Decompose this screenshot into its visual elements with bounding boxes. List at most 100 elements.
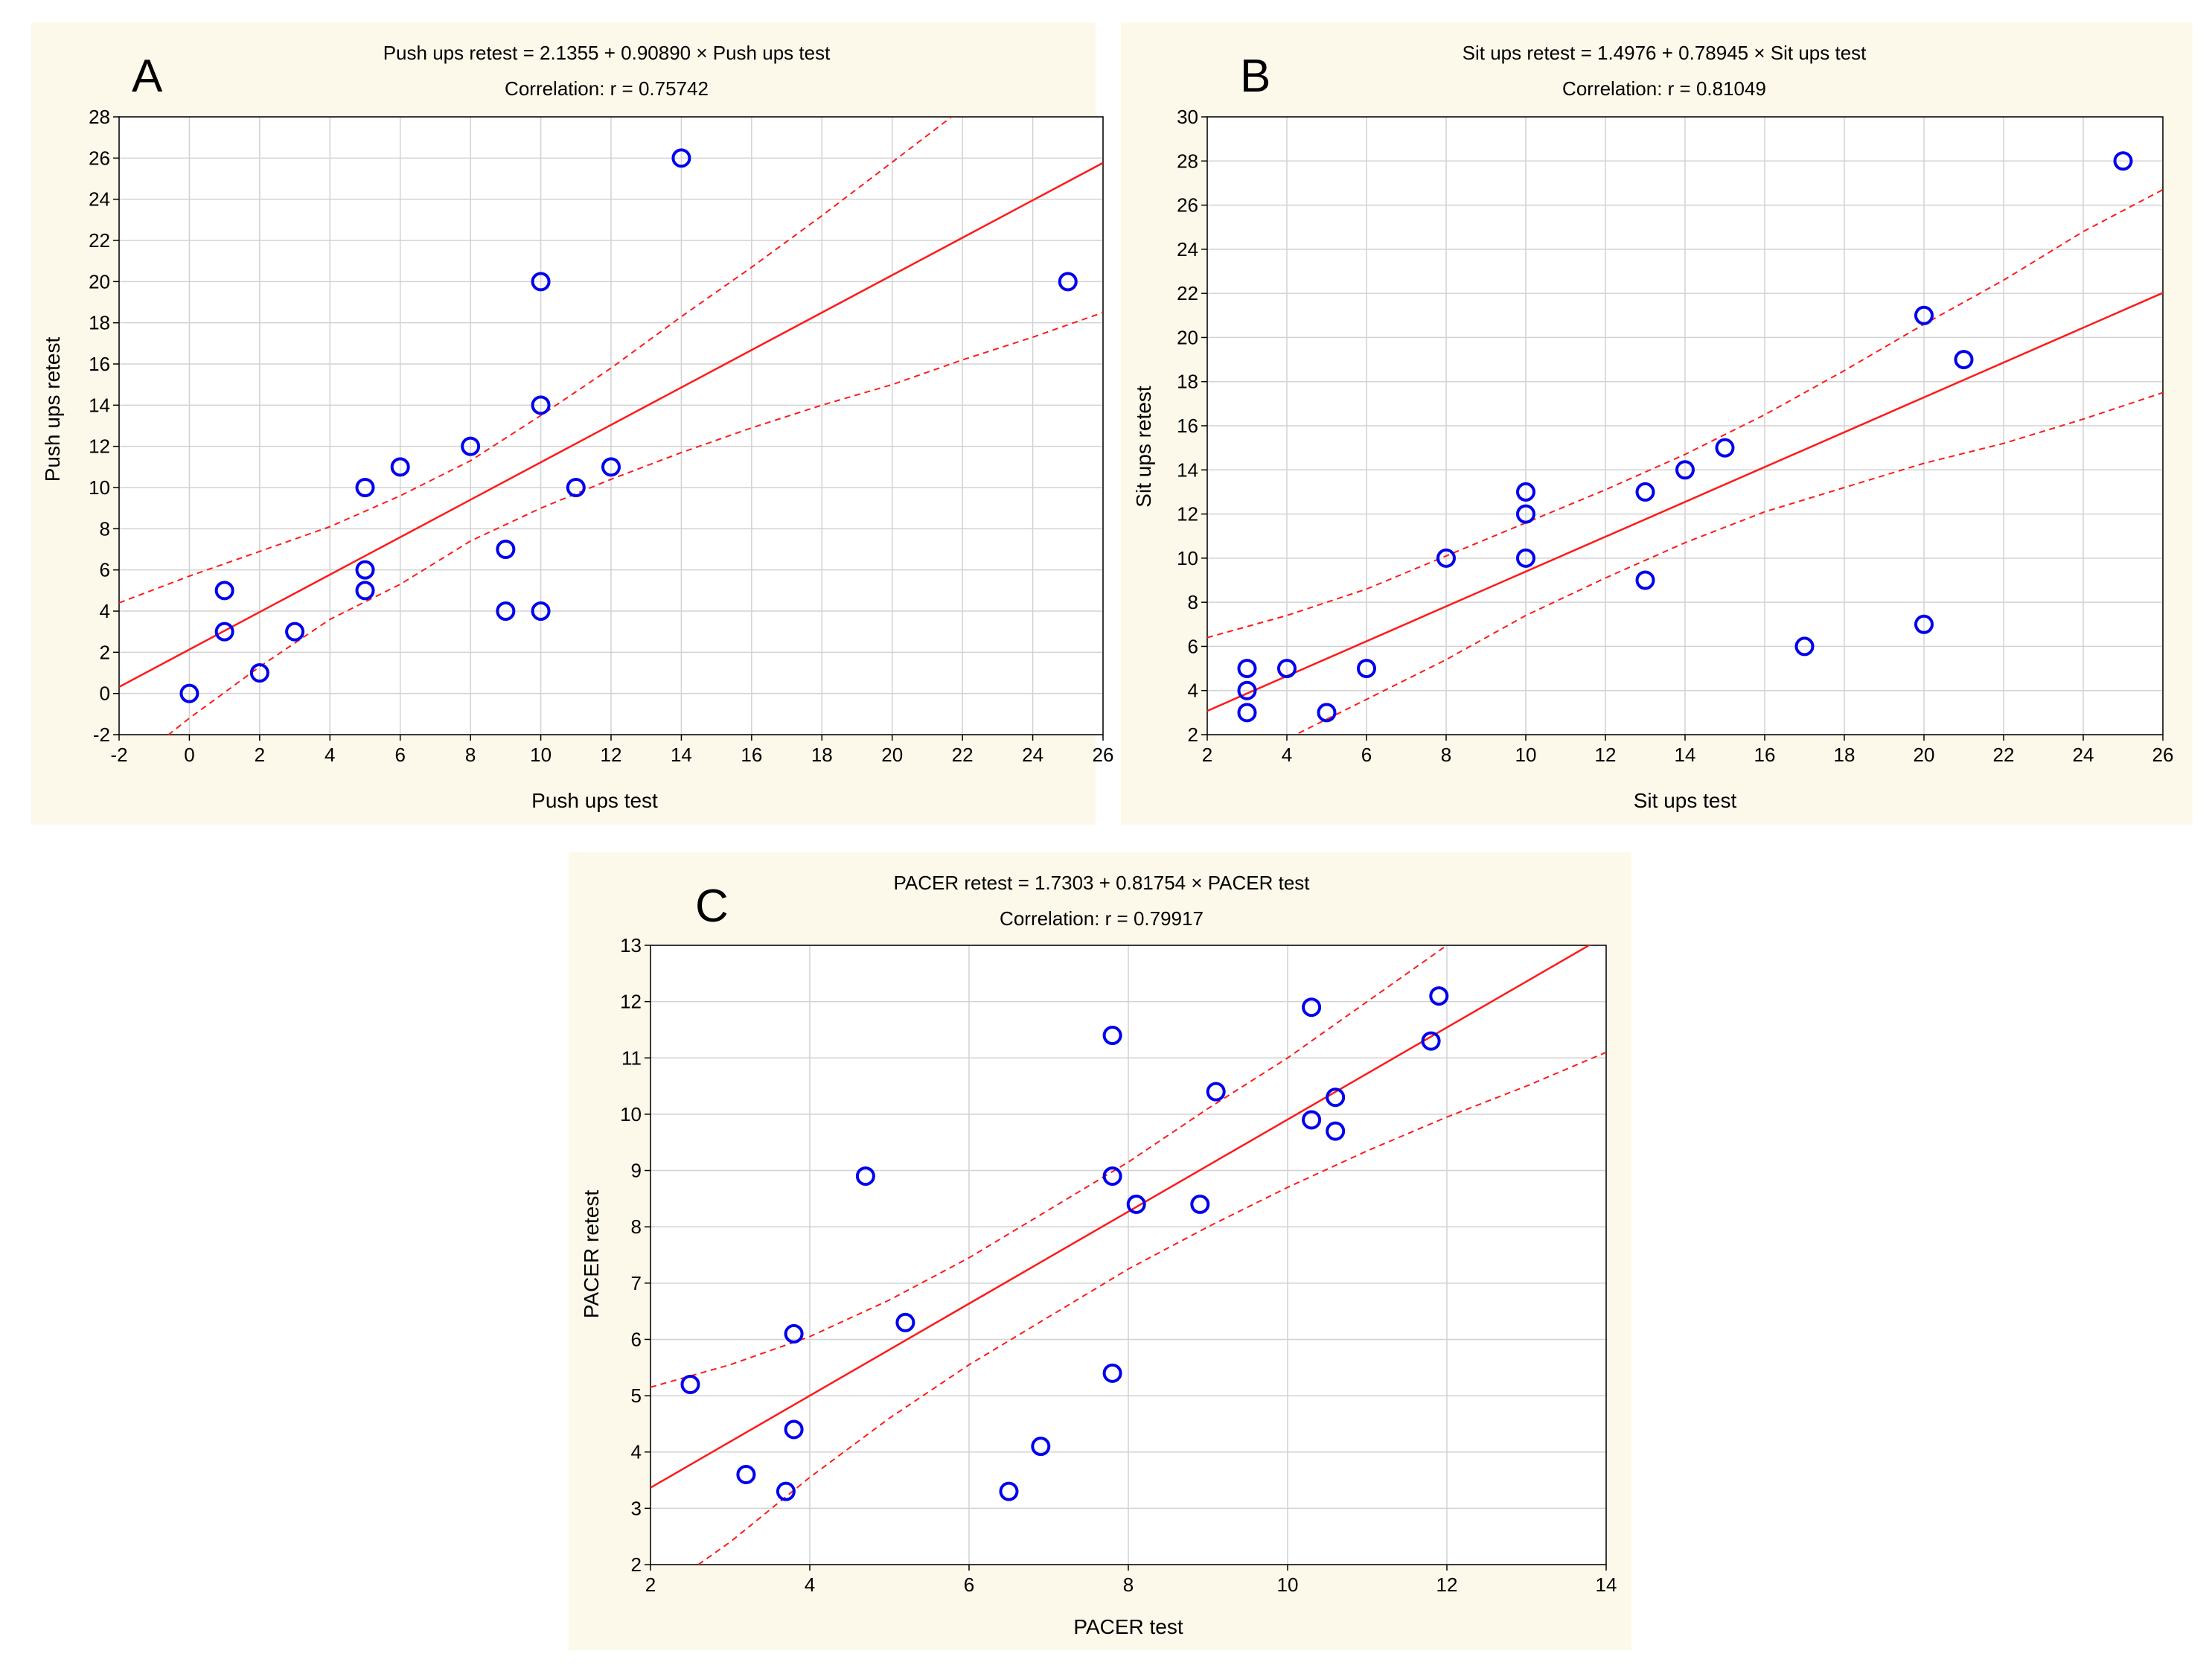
x-tick-label: 0 [184,744,194,766]
chart-subtitle-a: Correlation: r = 0.75742 [505,77,709,100]
y-tick-label: 18 [1177,371,1198,393]
data-point [2113,151,2133,171]
chart-subtitle-c: Correlation: r = 0.79917 [1000,907,1204,930]
data-point [1715,438,1735,458]
y-tick-label: 26 [1177,194,1198,217]
confidence-band-lower [167,311,1103,735]
x-tick-label: 18 [811,744,833,766]
data-point [1516,482,1535,502]
y-tick-label: 11 [621,1047,642,1069]
x-tick-label: 2 [255,744,265,766]
x-tick-label: 24 [2073,744,2094,766]
y-tick-label: 28 [1177,150,1198,172]
regression-line [1207,292,2163,712]
data-point [496,540,516,559]
x-tick-label: 14 [1596,1574,1617,1596]
data-point [855,1166,875,1186]
y-tick-label: 12 [620,991,642,1013]
data-point [999,1481,1019,1501]
y-tick-label: 20 [1177,326,1198,348]
data-point [249,663,269,683]
data-point [1421,1031,1441,1051]
data-point [531,272,551,292]
plot-frame [650,945,1607,1565]
regression-line [119,162,1103,688]
data-point [1914,305,1934,325]
y-tick-label: 10 [89,476,110,499]
confidence-band-upper [1207,188,2163,639]
y-axis-label-b: Sit ups retest [1132,386,1155,508]
y-tick-label: 6 [1188,635,1198,657]
panel-label-a: A [132,51,163,102]
data-point [531,601,551,621]
y-tick-label: 26 [89,147,110,169]
x-tick-label: 10 [530,744,552,766]
data-point [1277,659,1297,679]
chart-subtitle-b: Correlation: r = 0.81049 [1562,77,1766,100]
x-tick-label: 4 [325,744,335,766]
data-point [1635,570,1655,590]
chart-panel-c: C PACER retest = 1.7303 + 0.81754 × PACE… [569,852,1631,1650]
y-axis-label-a: Push ups retest [41,337,64,482]
x-tick-label: 14 [671,744,692,766]
data-point [895,1312,915,1332]
x-tick-label: 4 [805,1574,815,1596]
y-tick-label: 20 [89,270,110,293]
y-tick-label: 14 [1177,459,1198,481]
data-point [1635,482,1655,502]
data-point [1954,350,1974,370]
data-point [566,478,586,497]
data-point [1058,272,1078,292]
x-tick-label: 24 [1022,744,1043,766]
data-point [285,622,305,642]
data-point [1794,636,1815,657]
data-point [1357,659,1376,679]
data-point [784,1419,804,1440]
x-tick-label: 6 [1361,744,1372,766]
data-point [1516,504,1535,524]
x-tick-label: 20 [881,744,903,766]
x-tick-label: 20 [1914,744,1935,766]
data-point [1126,1194,1146,1214]
x-tick-label: 26 [1093,744,1114,766]
data-point [1237,703,1257,723]
data-point [1206,1082,1226,1102]
x-tick-label: 10 [1277,1574,1299,1596]
data-point [1326,1087,1346,1108]
x-tick-label: 14 [1675,744,1696,766]
plot-frame [1206,116,2164,735]
data-point [1302,1110,1322,1130]
y-tick-label: 2 [631,1553,642,1576]
x-tick-label: 26 [2152,744,2174,766]
data-point [390,457,410,477]
y-tick-label: 9 [631,1160,642,1182]
chart-title-b: Sit ups retest = 1.4976 + 0.78945 × Sit … [1463,42,1867,64]
chart-panel-b: B Sit ups retest = 1.4976 + 0.78945 × Si… [1121,22,2193,825]
y-tick-label: 6 [631,1328,642,1350]
x-tick-label: 4 [1282,744,1292,766]
x-tick-label: 16 [1754,744,1776,766]
y-tick-label: 4 [100,600,110,622]
panel-label-c: C [695,881,729,932]
x-tick-label: 8 [1441,744,1451,766]
y-tick-label: 8 [631,1216,642,1238]
data-point [1302,997,1322,1018]
y-tick-label: 3 [631,1497,642,1519]
y-tick-label: 30 [1177,106,1198,128]
confidence-band-upper [651,945,1448,1388]
data-point [496,601,516,621]
data-point [1436,548,1456,568]
y-tick-label: 22 [89,229,110,252]
data-point [680,1374,700,1394]
x-tick-label: 22 [952,744,974,766]
y-tick-label: 16 [89,353,110,375]
x-tick-label: 8 [1123,1574,1134,1596]
data-point [214,622,234,642]
data-point [1102,1363,1122,1383]
data-point [461,436,481,456]
x-tick-label: 6 [394,744,405,766]
x-tick-label: 8 [465,744,476,766]
y-tick-label: 10 [1177,547,1198,569]
y-tick-label: 8 [1188,591,1198,613]
x-tick-label: -2 [110,744,127,766]
